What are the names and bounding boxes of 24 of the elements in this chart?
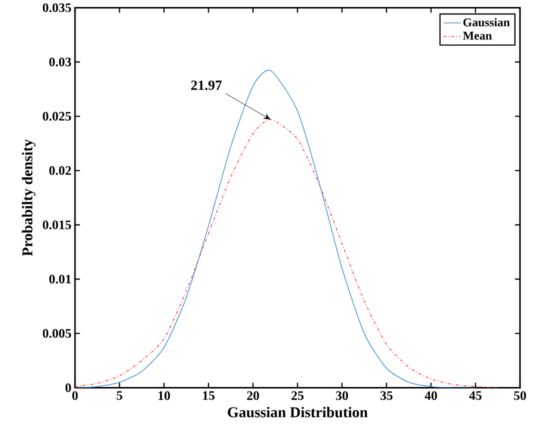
x-tick-label: 35 bbox=[380, 391, 392, 400]
y-tick-label: 0.005 bbox=[42, 329, 72, 338]
x-tick-label: 25 bbox=[292, 391, 304, 400]
x-tick-label: 5 bbox=[116, 391, 122, 400]
x-tick-label: 40 bbox=[424, 391, 437, 400]
x-tick-label: 20 bbox=[247, 391, 259, 400]
x-tick-label: 0 bbox=[72, 391, 78, 400]
y-tick-label: 0.025 bbox=[42, 112, 72, 121]
y-tick-label: 0 bbox=[66, 383, 71, 392]
x-tick-label: 50 bbox=[514, 391, 526, 400]
x-axis-title: Gaussian Distribution bbox=[228, 406, 368, 418]
y-tick-label: 0.03 bbox=[49, 58, 72, 67]
y-axis-title: Probabilty density bbox=[22, 139, 36, 256]
y-tick-label: 0.035 bbox=[42, 3, 72, 12]
legend-label: Gaussian bbox=[463, 18, 510, 27]
x-tick-label: 45 bbox=[469, 391, 482, 400]
annotation: 21.97 bbox=[191, 80, 222, 90]
x-tick-label: 10 bbox=[158, 391, 170, 400]
x-tick-label: 15 bbox=[203, 391, 214, 400]
y-tick-label: 0.02 bbox=[49, 166, 71, 176]
y-tick-label: 0.01 bbox=[49, 274, 71, 284]
x-tick-label: 30 bbox=[336, 391, 348, 400]
y-tick-label: 0.015 bbox=[42, 220, 72, 230]
legend-label: Mean bbox=[462, 32, 492, 40]
